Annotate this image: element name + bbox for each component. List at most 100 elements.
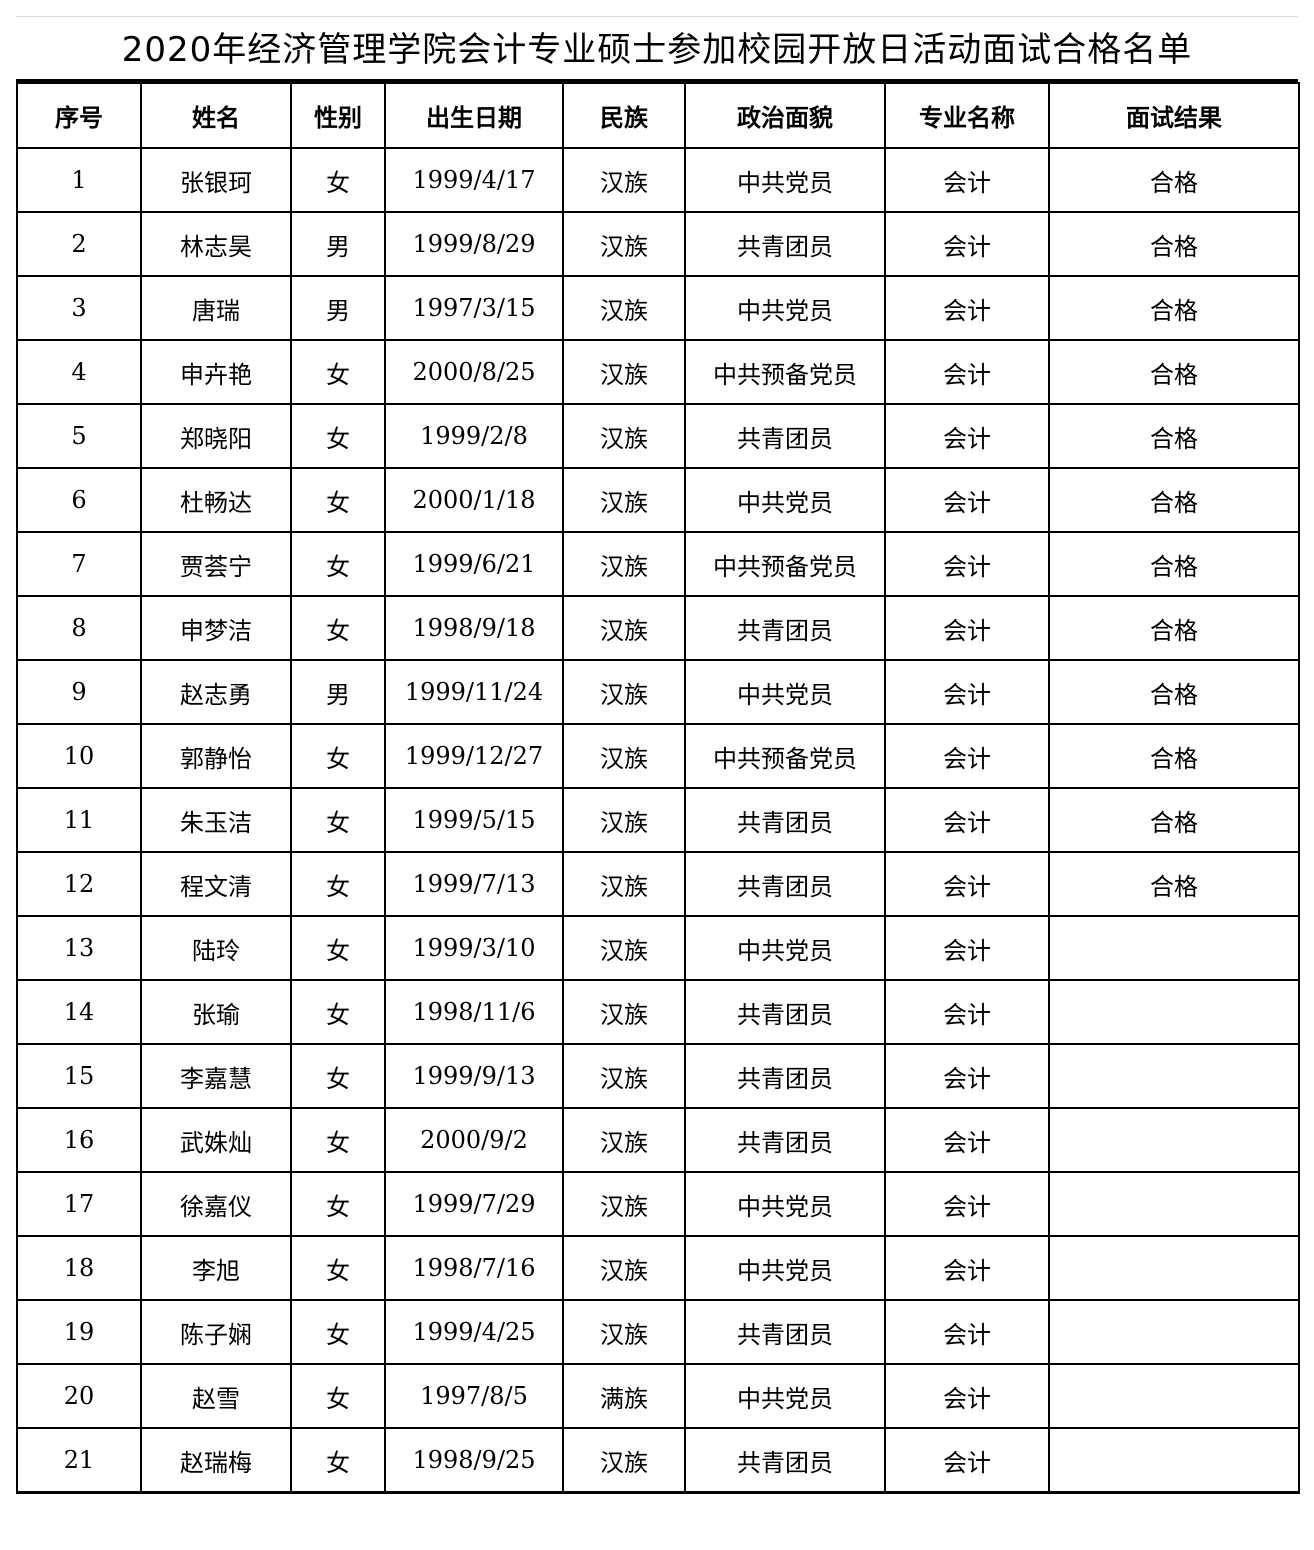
col-political-status-cell: 共青团员 bbox=[684, 851, 886, 917]
col-index-cell: 1 bbox=[16, 147, 142, 213]
col-result-cell: 合格 bbox=[1048, 339, 1300, 405]
table-row: 7 贾荟宁女 1999/6/21 汉族 中共预备党员 会计 合格 bbox=[16, 531, 1300, 597]
table-row: 12 程文清女 1999/7/13 汉族 共青团员 会计 合格 bbox=[16, 851, 1300, 917]
table-row: 18 李旭女 1998/7/16 汉族 中共党员 会计 bbox=[16, 1235, 1300, 1301]
col-major-cell: 会计 bbox=[884, 1107, 1050, 1173]
col-major-cell: 会计 bbox=[884, 787, 1050, 853]
document: 2020年经济管理学院会计专业硕士参加校园开放日活动面试合格名单 序号 姓名 性别出… bbox=[16, 16, 1300, 1494]
col-name-cell: 郭静怡 bbox=[140, 723, 292, 789]
col-major-cell: 会计 bbox=[884, 275, 1050, 341]
col-index-cell: 7 bbox=[16, 531, 142, 597]
col-political-status-cell: 中共党员 bbox=[684, 275, 886, 341]
col-name-cell: 武姝灿 bbox=[140, 1107, 292, 1173]
col-result-cell bbox=[1048, 1171, 1300, 1237]
col-index-cell: 14 bbox=[16, 979, 142, 1045]
col-ethnicity-cell: 汉族 bbox=[562, 1171, 686, 1237]
results-table: 序号 姓名 性别 出生日期 民族 政治面貌 专业名称 面试结果 1 张银珂女 1999/4/17 汉… bbox=[16, 82, 1300, 1494]
table-row: 2 林志昊男 1999/8/29 汉族 共青团员 会计 合格 bbox=[16, 211, 1300, 277]
col-political-status-cell: 中共党员 bbox=[684, 147, 886, 213]
col-gender-cell: 女 bbox=[290, 147, 386, 213]
table-row: 5 郑晓阳女 1999/2/8 汉族 共青团员 会计 合格 bbox=[16, 403, 1300, 469]
table-row: 6 杜畅达女 2000/1/18 汉族 中共党员 会计 合格 bbox=[16, 467, 1300, 533]
col-birthdate-cell: 1999/7/29 bbox=[384, 1171, 564, 1237]
table-row: 21 赵瑞梅女 1998/9/25 汉族 共青团员 会计 bbox=[16, 1427, 1300, 1494]
col-name-cell: 徐嘉仪 bbox=[140, 1171, 292, 1237]
col-result-cell: 合格 bbox=[1048, 275, 1300, 341]
table-row: 15 李嘉慧女 1999/9/13 汉族 共青团员 会计 bbox=[16, 1043, 1300, 1109]
col-ethnicity-cell: 汉族 bbox=[562, 659, 686, 725]
col-political-status-cell: 共青团员 bbox=[684, 979, 886, 1045]
table-row: 17 徐嘉仪女 1999/7/29 汉族 中共党员 会计 bbox=[16, 1171, 1300, 1237]
col-name-cell: 林志昊 bbox=[140, 211, 292, 277]
col-gender-cell: 女 bbox=[290, 1043, 386, 1109]
col-ethnicity-cell: 满族 bbox=[562, 1363, 686, 1429]
table-row: 20 赵雪女 1997/8/5 满族 中共党员 会计 bbox=[16, 1363, 1300, 1429]
col-name-cell: 张银珂 bbox=[140, 147, 292, 213]
col-index-cell: 8 bbox=[16, 595, 142, 661]
col-result-cell: 合格 bbox=[1048, 659, 1300, 725]
col-birthdate-cell: 2000/9/2 bbox=[384, 1107, 564, 1173]
col-result-cell: 合格 bbox=[1048, 467, 1300, 533]
col-result-cell bbox=[1048, 979, 1300, 1045]
col-political-status-cell: 中共党员 bbox=[684, 1171, 886, 1237]
col-major-cell: 会计 bbox=[884, 723, 1050, 789]
col-gender-cell: 男 bbox=[290, 659, 386, 725]
table-row: 4 申卉艳女 2000/8/25 汉族 中共预备党员 会计 合格 bbox=[16, 339, 1300, 405]
col-birthdate-cell: 1999/3/10 bbox=[384, 915, 564, 981]
col-result-cell bbox=[1048, 915, 1300, 981]
col-gender-cell: 女 bbox=[290, 723, 386, 789]
col-major-cell: 会计 bbox=[884, 1235, 1050, 1301]
col-name-cell: 申卉艳 bbox=[140, 339, 292, 405]
col-ethnicity-cell: 汉族 bbox=[562, 1299, 686, 1365]
col-result-cell: 合格 bbox=[1048, 211, 1300, 277]
col-political-status-cell: 中共党员 bbox=[684, 915, 886, 981]
col-ethnicity-cell: 汉族 bbox=[562, 787, 686, 853]
col-index-cell: 12 bbox=[16, 851, 142, 917]
col-result-cell: 合格 bbox=[1048, 403, 1300, 469]
header-row: 序号 姓名 性别 出生日期 民族 政治面貌 专业名称 面试结果 bbox=[16, 82, 1300, 149]
col-political-status-cell: 共青团员 bbox=[684, 1427, 886, 1494]
col-ethnicity-cell: 汉族 bbox=[562, 723, 686, 789]
col-index-cell: 10 bbox=[16, 723, 142, 789]
col-ethnicity-cell: 汉族 bbox=[562, 467, 686, 533]
col-index-cell: 16 bbox=[16, 1107, 142, 1173]
col-result-cell: 合格 bbox=[1048, 147, 1300, 213]
col-result-cell bbox=[1048, 1427, 1300, 1494]
col-major-cell: 会计 bbox=[884, 467, 1050, 533]
col-gender-cell: 女 bbox=[290, 1363, 386, 1429]
col-name-cell: 陆玲 bbox=[140, 915, 292, 981]
header-col-name: 姓名 bbox=[140, 82, 292, 149]
col-gender-cell: 男 bbox=[290, 275, 386, 341]
col-ethnicity-cell: 汉族 bbox=[562, 979, 686, 1045]
col-major-cell: 会计 bbox=[884, 979, 1050, 1045]
col-birthdate-cell: 1999/5/15 bbox=[384, 787, 564, 853]
col-gender-cell: 女 bbox=[290, 339, 386, 405]
col-ethnicity-cell: 汉族 bbox=[562, 851, 686, 917]
col-birthdate-cell: 1998/11/6 bbox=[384, 979, 564, 1045]
col-birthdate-cell: 1999/4/17 bbox=[384, 147, 564, 213]
table-row: 10 郭静怡女 1999/12/27 汉族 中共预备党员 会计 合格 bbox=[16, 723, 1300, 789]
col-gender-cell: 女 bbox=[290, 1235, 386, 1301]
col-ethnicity-cell: 汉族 bbox=[562, 211, 686, 277]
table-row: 9 赵志勇男 1999/11/24 汉族 中共党员 会计 合格 bbox=[16, 659, 1300, 725]
col-name-cell: 李嘉慧 bbox=[140, 1043, 292, 1109]
col-result-cell: 合格 bbox=[1048, 595, 1300, 661]
col-index-cell: 15 bbox=[16, 1043, 142, 1109]
col-ethnicity-cell: 汉族 bbox=[562, 147, 686, 213]
table-row: 19 陈子娴女 1999/4/25 汉族 共青团员 会计 bbox=[16, 1299, 1300, 1365]
col-major-cell: 会计 bbox=[884, 403, 1050, 469]
col-birthdate-cell: 1999/7/13 bbox=[384, 851, 564, 917]
col-ethnicity-cell: 汉族 bbox=[562, 595, 686, 661]
col-major-cell: 会计 bbox=[884, 339, 1050, 405]
col-major-cell: 会计 bbox=[884, 1427, 1050, 1494]
col-major-cell: 会计 bbox=[884, 851, 1050, 917]
col-ethnicity-cell: 汉族 bbox=[562, 1043, 686, 1109]
table-row: 16 武姝灿女 2000/9/2 汉族 共青团员 会计 bbox=[16, 1107, 1300, 1173]
col-gender-cell: 男 bbox=[290, 211, 386, 277]
col-ethnicity-cell: 汉族 bbox=[562, 1427, 686, 1494]
header-col-ethnicity: 民族 bbox=[562, 82, 686, 149]
col-birthdate-cell: 1999/11/24 bbox=[384, 659, 564, 725]
col-birthdate-cell: 1998/9/25 bbox=[384, 1427, 564, 1494]
col-index-cell: 21 bbox=[16, 1427, 142, 1494]
col-result-cell: 合格 bbox=[1048, 787, 1300, 853]
